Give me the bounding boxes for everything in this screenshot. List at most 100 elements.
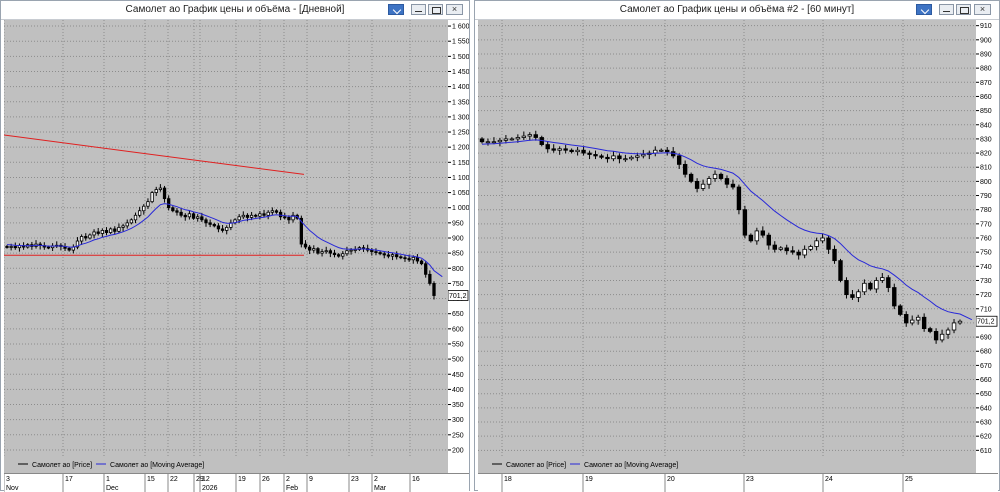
candle-down <box>587 152 592 155</box>
price-tick-label: 620 <box>980 434 992 441</box>
pin-icon[interactable] <box>916 4 932 15</box>
close-icon[interactable]: × <box>446 4 463 15</box>
candle-up <box>129 219 134 224</box>
time-month-label: Mar <box>374 485 387 492</box>
candle-down <box>826 237 831 250</box>
candle-up <box>641 154 646 157</box>
legend-price-label: Самолет ао [Price] <box>506 462 566 469</box>
current-price-label: 701,2 <box>449 293 467 300</box>
candle-up <box>515 137 521 140</box>
time-tick-label: 25 <box>905 476 913 483</box>
candle-down <box>682 163 688 175</box>
legend-price-label: Самолет ао [Price] <box>32 462 92 469</box>
price-tick-label: 650 <box>452 311 464 318</box>
candle-down <box>287 217 291 221</box>
candle-down <box>370 249 374 253</box>
candle-up <box>237 216 241 221</box>
candle-up <box>814 240 819 247</box>
price-tick-label: 1 300 <box>452 114 469 121</box>
candle-down <box>428 273 432 284</box>
candle-up <box>778 247 783 250</box>
candle-up <box>629 156 634 160</box>
candle-up <box>125 222 129 227</box>
window-titlebar[interactable]: Самолет ао График цены и объёма - [Дневн… <box>1 1 469 20</box>
time-axis-labels: 18 19 20 23 24 25 <box>501 474 913 492</box>
time-tick-label: 23 <box>351 476 359 483</box>
candle-down <box>403 257 407 260</box>
candle-down <box>760 230 766 236</box>
price-tick-label: 840 <box>980 122 992 129</box>
candle-down <box>46 246 51 249</box>
candle-up <box>527 134 532 137</box>
close-icon[interactable]: × <box>974 4 991 15</box>
candle-down <box>933 331 939 341</box>
candle-up <box>808 246 813 250</box>
candle-up <box>154 189 158 193</box>
candle-down <box>599 155 604 158</box>
price-plot-area[interactable] <box>4 20 448 456</box>
maximize-icon[interactable] <box>956 4 971 15</box>
maximize-icon[interactable] <box>428 4 443 15</box>
price-tick-label: 750 <box>452 281 464 288</box>
price-tick-label: 710 <box>980 306 992 313</box>
candle-up <box>485 141 491 144</box>
candle-down <box>337 254 341 257</box>
price-tick-label: 1 000 <box>452 205 469 212</box>
time-axis-labels: 3Nov171Dec15222912202619262Feb9232Mar16 <box>4 474 420 492</box>
candle-up <box>411 256 415 261</box>
price-tick-label: 500 <box>452 357 464 364</box>
price-tick-label: 870 <box>980 80 992 87</box>
chart-window-daily: Самолет ао График цены и объёма - [Дневн… <box>0 0 470 492</box>
minimize-icon[interactable] <box>939 4 954 15</box>
candle-up <box>910 319 915 324</box>
price-tick-label: 900 <box>980 37 992 44</box>
candle-down <box>886 277 891 288</box>
candle-up <box>270 210 274 213</box>
candle-down <box>332 252 337 256</box>
candle-up <box>108 228 113 233</box>
time-tick-label: 16 <box>412 476 420 483</box>
moving-average-line <box>481 139 973 321</box>
candle-down <box>617 155 622 160</box>
candle-up <box>117 227 121 232</box>
candle-down <box>96 231 100 234</box>
candle-down <box>171 207 175 212</box>
candle-down <box>162 187 167 200</box>
price-tick-label: 1 500 <box>452 54 469 61</box>
price-tick-label: 1 200 <box>452 145 469 152</box>
candle-down <box>175 210 179 213</box>
minimize-icon[interactable] <box>411 4 426 15</box>
price-tick-label: 660 <box>980 377 992 384</box>
candle-down <box>216 225 221 230</box>
price-plot-area[interactable] <box>478 20 976 456</box>
price-axis: 1 600 1 550 1 500 1 450 1 400 1 350 1 300 1 250… <box>448 20 469 456</box>
candle-down <box>104 230 109 233</box>
pin-icon[interactable] <box>388 4 404 15</box>
candle-down <box>718 173 724 179</box>
candle-up <box>133 214 138 221</box>
price-tick-label: 550 <box>452 341 464 348</box>
window-titlebar[interactable]: Самолет ао График цены и объёма #2 - [60… <box>475 1 999 20</box>
candle-down <box>399 256 403 259</box>
candle-up <box>957 320 963 324</box>
price-tick-label: 760 <box>980 236 992 243</box>
candle-up <box>659 149 664 152</box>
candle-up <box>241 214 245 218</box>
candle-up <box>915 316 921 321</box>
candle-down <box>419 260 424 265</box>
candle-up <box>266 211 270 216</box>
price-tick-label: 890 <box>980 51 992 58</box>
candle-down <box>84 236 88 239</box>
candle-down <box>688 173 694 182</box>
price-tick-label: 1 050 <box>452 190 469 197</box>
candle-down <box>299 217 303 245</box>
price-tick-label: 790 <box>980 193 992 200</box>
time-tick-label: 12 <box>202 476 210 483</box>
candle-down <box>676 155 682 165</box>
candle-down <box>283 216 287 219</box>
price-tick-label: 810 <box>980 165 992 172</box>
price-tick-label: 740 <box>980 264 992 271</box>
candle-down <box>533 134 538 138</box>
candle-down <box>278 211 283 218</box>
candle-down <box>316 248 320 254</box>
